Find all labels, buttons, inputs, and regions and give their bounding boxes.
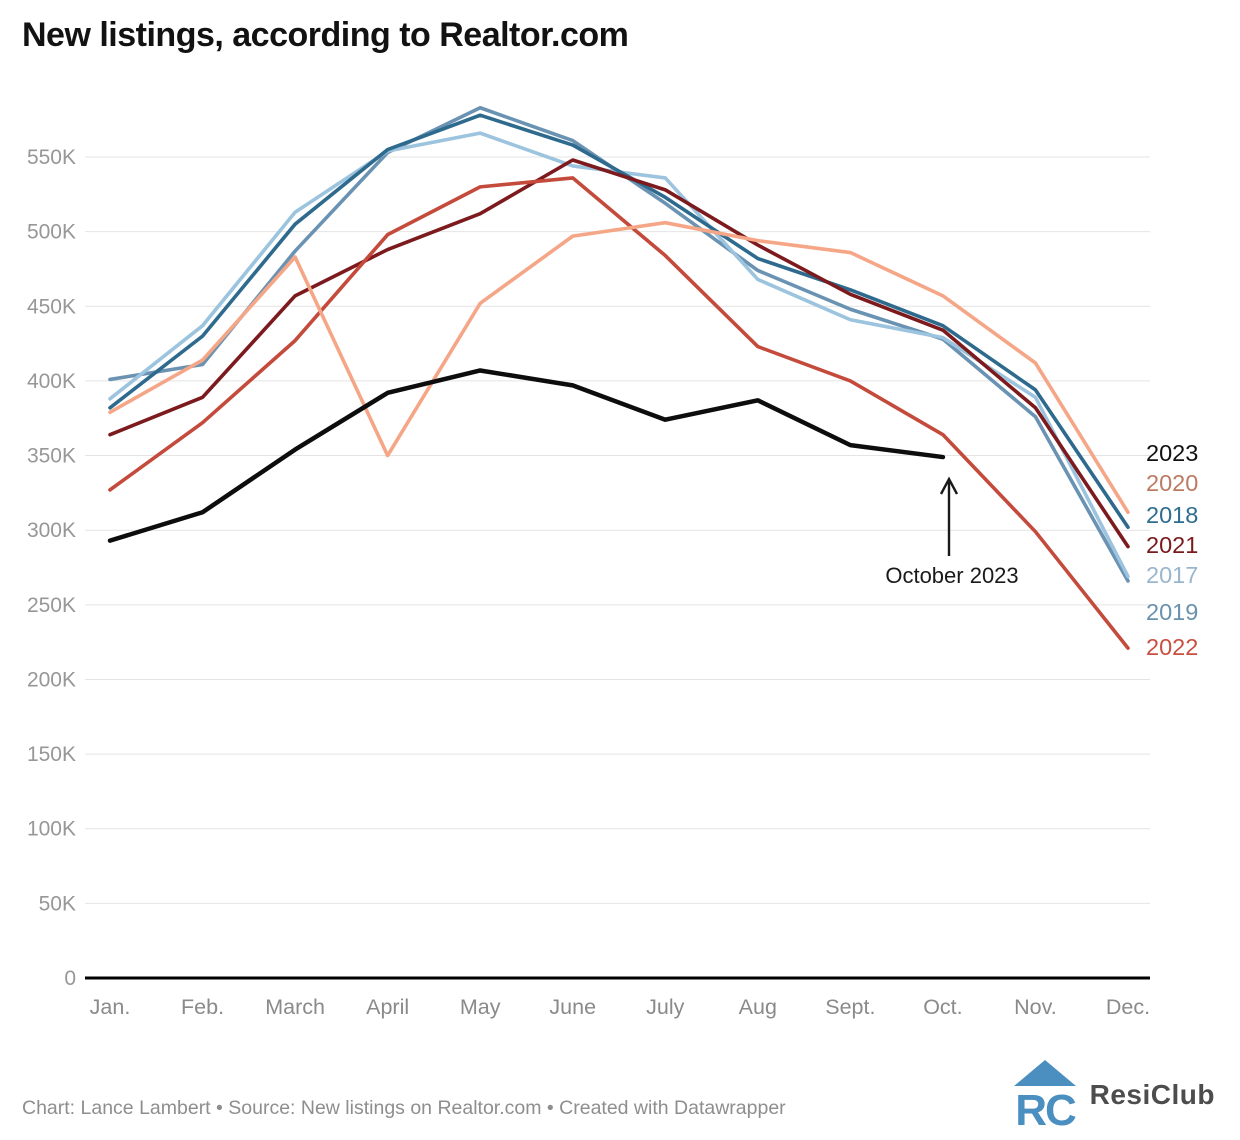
y-tick-label-0: 0	[64, 967, 76, 990]
y-tick-label-450K: 450K	[27, 295, 76, 318]
x-tick-label-Sept.: Sept.	[825, 995, 875, 1019]
x-tick-label-Feb.: Feb.	[181, 995, 224, 1019]
series-line-2022	[108, 176, 1130, 650]
y-tick-label-100K: 100K	[27, 818, 76, 841]
x-tick-label-July: July	[646, 995, 684, 1019]
x-tick-label-Dec.: Dec.	[1106, 995, 1150, 1019]
x-tick-label-May: May	[460, 995, 501, 1019]
y-tick-label-550K: 550K	[27, 146, 76, 169]
legend-label-2023: 2023	[1146, 440, 1198, 466]
y-tick-label-50K: 50K	[39, 892, 76, 915]
annotation-arrowhead-icon	[939, 476, 959, 495]
series-line-2017	[108, 131, 1130, 579]
new-listings-line-chart: 0 50K 100K 150K 200K 250K 300K 350K 400K 450K 500K…	[27, 105, 1198, 1019]
y-tick-label-250K: 250K	[27, 594, 76, 617]
legend-label-2020: 2020	[1146, 470, 1198, 496]
series-line-2023	[107, 368, 946, 543]
x-tick-label-Aug: Aug	[739, 995, 777, 1019]
legend-label-2021: 2021	[1146, 532, 1198, 558]
series-line-2018	[108, 113, 1130, 530]
annotation-label: October 2023	[885, 563, 1018, 588]
svg-text:RC: RC	[1015, 1086, 1076, 1131]
series-line-2020	[108, 220, 1130, 515]
brand-logo: RC ResiClub	[1013, 1055, 1215, 1135]
y-tick-label-150K: 150K	[27, 743, 76, 766]
x-tick-label-April: April	[366, 995, 409, 1019]
chart-footer: Chart: Lance Lambert • Source: New listi…	[0, 1055, 1240, 1140]
legend-label-2019: 2019	[1146, 599, 1198, 625]
y-tick-label-300K: 300K	[27, 519, 76, 542]
x-tick-label-Oct.: Oct.	[923, 995, 962, 1019]
y-tick-label-500K: 500K	[27, 221, 76, 244]
resiclub-house-icon: RC	[1013, 1060, 1076, 1131]
legend-label-2017: 2017	[1146, 562, 1198, 588]
brand-name: ResiClub	[1089, 1079, 1215, 1110]
y-tick-label-200K: 200K	[27, 668, 76, 691]
y-tick-label-400K: 400K	[27, 370, 76, 393]
legend-label-2018: 2018	[1146, 502, 1198, 528]
x-tick-label-March: March	[265, 995, 325, 1019]
y-tick-label-350K: 350K	[27, 445, 76, 468]
credit-line: Chart: Lance Lambert • Source: New listi…	[22, 1097, 786, 1119]
x-tick-label-June: June	[549, 995, 596, 1019]
legend-label-2022: 2022	[1146, 634, 1198, 660]
chart-title: New listings, according to Realtor.com	[22, 16, 629, 54]
series-line-2019	[108, 105, 1130, 583]
series-line-2021	[108, 158, 1130, 549]
x-tick-label-Nov.: Nov.	[1014, 995, 1057, 1019]
x-tick-label-Jan.: Jan.	[90, 995, 131, 1019]
